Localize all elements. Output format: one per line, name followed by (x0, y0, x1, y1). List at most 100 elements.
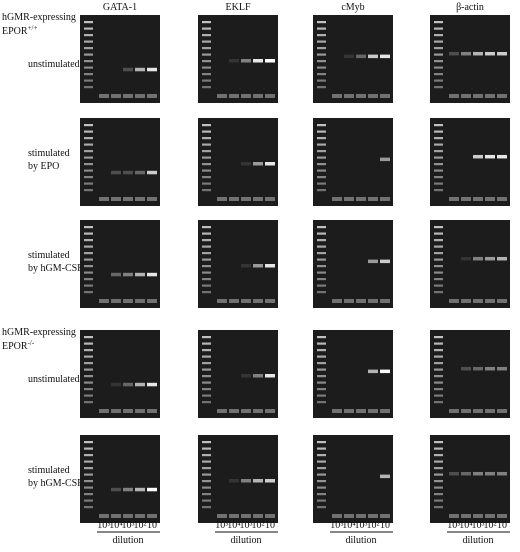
ladder-band (434, 355, 443, 358)
primer-glow (380, 514, 390, 518)
dilution-tick: 10² (367, 520, 380, 531)
primer-glow (99, 197, 109, 201)
band (135, 170, 145, 175)
ladder-band (434, 226, 443, 229)
primer-glow (485, 409, 495, 413)
primer-glow (111, 514, 121, 518)
ladder-band (317, 47, 326, 50)
primer-glow (332, 197, 342, 201)
ladder-band (202, 258, 211, 261)
column-header: EKLF (226, 2, 251, 13)
band (485, 366, 495, 371)
primer-glow (241, 514, 251, 518)
gel (313, 118, 393, 206)
ladder-band (434, 467, 443, 470)
column-header: cMyb (341, 2, 364, 13)
ladder-band (317, 368, 326, 371)
ladder-band (202, 486, 211, 489)
ladder-band (434, 258, 443, 261)
ladder-band (202, 401, 211, 404)
band (111, 272, 121, 277)
ladder-band (434, 150, 443, 153)
gel (198, 15, 278, 103)
ladder-band (317, 245, 326, 248)
band (497, 366, 507, 371)
dilution-tick: 10 (497, 520, 507, 531)
ladder-band (317, 349, 326, 352)
primer-glow (99, 514, 109, 518)
band (241, 479, 251, 483)
ladder-band (317, 447, 326, 450)
ladder-band (84, 258, 93, 261)
ladder-band (84, 454, 93, 457)
gel (430, 15, 510, 103)
ladder-band (202, 284, 211, 287)
ladder-band (434, 163, 443, 166)
ladder-band (317, 189, 326, 192)
ladder-band (434, 401, 443, 404)
primer-glow (380, 299, 390, 303)
ladder-band (202, 349, 211, 352)
primer-glow (485, 94, 495, 98)
group-header-sup: +/+ (28, 24, 38, 32)
ladder-band (317, 176, 326, 179)
primer-glow (332, 514, 342, 518)
ladder-band (84, 137, 93, 140)
dilution-tick: 10⁴ (342, 520, 356, 531)
ladder-band (434, 34, 443, 37)
band (111, 170, 121, 175)
primer-glow (265, 409, 275, 413)
ladder-band (202, 143, 211, 146)
primer-glow (368, 197, 378, 201)
ladder-band (202, 79, 211, 82)
dilution-label: dilution (345, 535, 376, 546)
ladder-band (84, 447, 93, 450)
dilution-tick: 10³ (355, 520, 368, 531)
ladder-band (84, 342, 93, 345)
ladder-band (84, 362, 93, 365)
band (253, 59, 263, 63)
primer-glow (485, 514, 495, 518)
ladder-band (317, 130, 326, 133)
gel (430, 330, 510, 418)
dilution-tick: 10 (265, 520, 275, 531)
band (123, 487, 133, 492)
ladder-band (434, 21, 443, 24)
primer-glow (473, 197, 483, 201)
ladder-band (434, 381, 443, 384)
ladder-band (202, 73, 211, 76)
primer-glow (135, 514, 145, 518)
ladder-band (202, 454, 211, 457)
band (368, 259, 378, 264)
dilution-tick: 10⁵ (330, 520, 344, 531)
ladder-band (317, 454, 326, 457)
primer-glow (449, 514, 459, 518)
dilution-tick: 10⁴ (227, 520, 241, 531)
ladder-band (317, 506, 326, 509)
band (147, 170, 157, 175)
ladder-band (317, 394, 326, 397)
ladder-band (202, 278, 211, 281)
ladder-band (202, 467, 211, 470)
row-label: unstimulated (28, 59, 80, 70)
band (123, 272, 133, 277)
ladder-band (84, 124, 93, 127)
ladder-band (317, 342, 326, 345)
row-label: stimulated (28, 148, 70, 159)
band (241, 162, 251, 166)
ladder-band (84, 381, 93, 384)
ladder-band (434, 60, 443, 63)
gel (80, 118, 160, 206)
primer-glow (253, 299, 263, 303)
ladder-band (84, 40, 93, 43)
ladder-band (202, 473, 211, 476)
primer-glow (147, 299, 157, 303)
ladder-band (202, 130, 211, 133)
row-label: by EPO (28, 161, 59, 172)
ladder-band (317, 486, 326, 489)
ladder-band (317, 291, 326, 294)
band (368, 369, 378, 374)
ladder-band (84, 169, 93, 172)
ladder-band (317, 169, 326, 172)
ladder-band (84, 150, 93, 153)
